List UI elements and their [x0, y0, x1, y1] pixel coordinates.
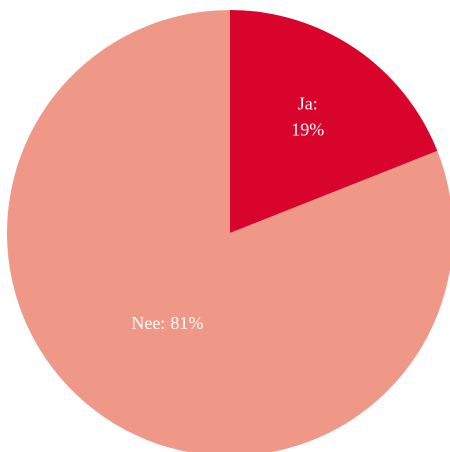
slice-category: Nee:	[131, 313, 165, 333]
slice-value: 19%	[291, 120, 324, 140]
slice-category: Ja:	[298, 94, 318, 114]
pie-slice	[7, 10, 450, 452]
slice-value: 81%	[170, 313, 203, 333]
slice-label: Ja: 19%	[291, 94, 324, 140]
pie-slice	[230, 10, 438, 233]
slice-label: Nee: 81%	[131, 313, 203, 333]
